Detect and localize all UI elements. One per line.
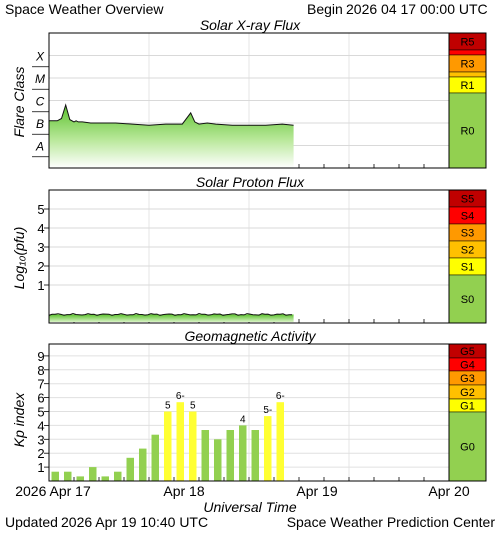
scale-label: G5 — [460, 346, 475, 358]
scale-level-r2 — [448, 71, 487, 78]
scale-border — [448, 343, 487, 482]
scale-level-r4 — [448, 49, 487, 56]
xray-flux-line — [49, 103, 294, 126]
xray-ylabel: Flare Class — [11, 67, 27, 138]
x-tick-label: Apr 20 — [428, 483, 469, 499]
flare-class-label: B — [36, 117, 44, 131]
scale-border — [448, 189, 487, 324]
app-title: Space Weather Overview — [5, 1, 164, 17]
scale-label: S5 — [461, 194, 474, 206]
source-credit: Space Weather Prediction Center — [287, 514, 496, 530]
scale-level-g0 — [448, 411, 487, 482]
kp-bar — [239, 425, 247, 481]
proton-ylabel: Log₁₀(pfu) — [11, 227, 27, 289]
flare-class-label: C — [36, 95, 45, 109]
kp-bar — [164, 411, 172, 481]
kp-bar-label: 6- — [276, 391, 285, 402]
flare-class-label: X — [35, 50, 45, 64]
kp-tick-label: 6 — [37, 391, 44, 406]
proton-title: Solar Proton Flux — [196, 174, 305, 190]
xray-flux-area — [49, 105, 294, 168]
kp-tick-label: 4 — [37, 418, 44, 433]
scale-label: G0 — [460, 442, 475, 454]
kp-bar — [189, 411, 197, 481]
kp-bar — [139, 448, 147, 481]
scale-label: S0 — [461, 294, 474, 306]
scale-label: S1 — [461, 262, 474, 274]
kp-bar — [89, 467, 97, 481]
kp-bar — [176, 402, 184, 481]
scale-label: S4 — [461, 211, 474, 223]
proton-flux-area — [49, 314, 294, 322]
kp-tick-label: 8 — [37, 363, 44, 378]
updated-time: 2026 Apr 19 10:40 UTC — [61, 514, 208, 530]
xray-title: Solar X-ray Flux — [200, 17, 301, 33]
kp-bar-label: 5- — [263, 405, 272, 416]
kp-bar — [51, 471, 59, 481]
geomag-ylabel: Kp index — [11, 392, 27, 447]
scale-label: S2 — [461, 245, 474, 257]
kp-bar-label: 6- — [176, 391, 185, 402]
kp-bar — [64, 471, 72, 481]
scale-label: R0 — [460, 126, 474, 138]
x-tick-label: Apr 18 — [163, 483, 204, 499]
kp-bar — [101, 476, 109, 481]
proton-tick-label: 2 — [37, 259, 44, 274]
kp-bar — [251, 430, 259, 481]
kp-bar — [76, 476, 84, 481]
kp-bar-label: 5 — [165, 401, 171, 412]
kp-bar — [214, 439, 222, 481]
x-axis-label: Universal Time — [203, 499, 296, 515]
kp-tick-label: 9 — [37, 349, 44, 364]
flare-class-label: M — [35, 72, 45, 86]
scale-label: G1 — [460, 401, 475, 413]
begin-time: 2026 04 17 00:00 UTC — [346, 1, 488, 17]
kp-bar — [226, 430, 234, 481]
proton-tick-label: 1 — [37, 278, 44, 293]
kp-bar — [126, 457, 134, 481]
kp-tick-label: 5 — [37, 405, 44, 420]
proton-flux-line — [48, 312, 292, 317]
scale-label: G4 — [460, 360, 475, 372]
proton-panel: 5 4 3 2 1 S5 S4 S3 S2 S1 S0 — [37, 189, 487, 324]
scale-border — [448, 32, 487, 169]
x-tick-label: 2026 Apr 17 — [15, 483, 91, 499]
geomag-title: Geomagnetic Activity — [185, 328, 317, 344]
proton-tick-label: 3 — [37, 240, 44, 255]
proton-tick-label: 4 — [37, 221, 44, 236]
kp-bar — [201, 430, 209, 481]
scale-level-r0 — [448, 92, 487, 169]
scale-label: R5 — [460, 37, 474, 49]
begin-label: Begin — [307, 1, 343, 17]
kp-bar — [151, 434, 159, 481]
kp-bar — [264, 416, 272, 481]
updated-label: Updated — [5, 514, 58, 530]
kp-tick-label: 2 — [37, 446, 44, 461]
kp-tick-label: 3 — [37, 432, 44, 447]
kp-bar-label: 5 — [190, 401, 196, 412]
scale-label: R3 — [460, 59, 474, 71]
kp-bar — [276, 402, 284, 481]
scale-label: G3 — [460, 373, 475, 385]
scale-level-s0 — [448, 274, 487, 324]
kp-tick-label: 7 — [37, 377, 44, 392]
proton-tick-label: 5 — [37, 202, 44, 217]
x-tick-label: Apr 19 — [296, 483, 337, 499]
scale-label: S3 — [461, 228, 474, 240]
scale-label: R1 — [460, 80, 474, 92]
kp-bar-label: 4 — [240, 414, 246, 425]
scale-label: G2 — [460, 387, 475, 399]
flare-class-label: A — [35, 140, 44, 154]
kp-bar — [114, 471, 122, 481]
kp-tick-label: 1 — [37, 460, 44, 475]
